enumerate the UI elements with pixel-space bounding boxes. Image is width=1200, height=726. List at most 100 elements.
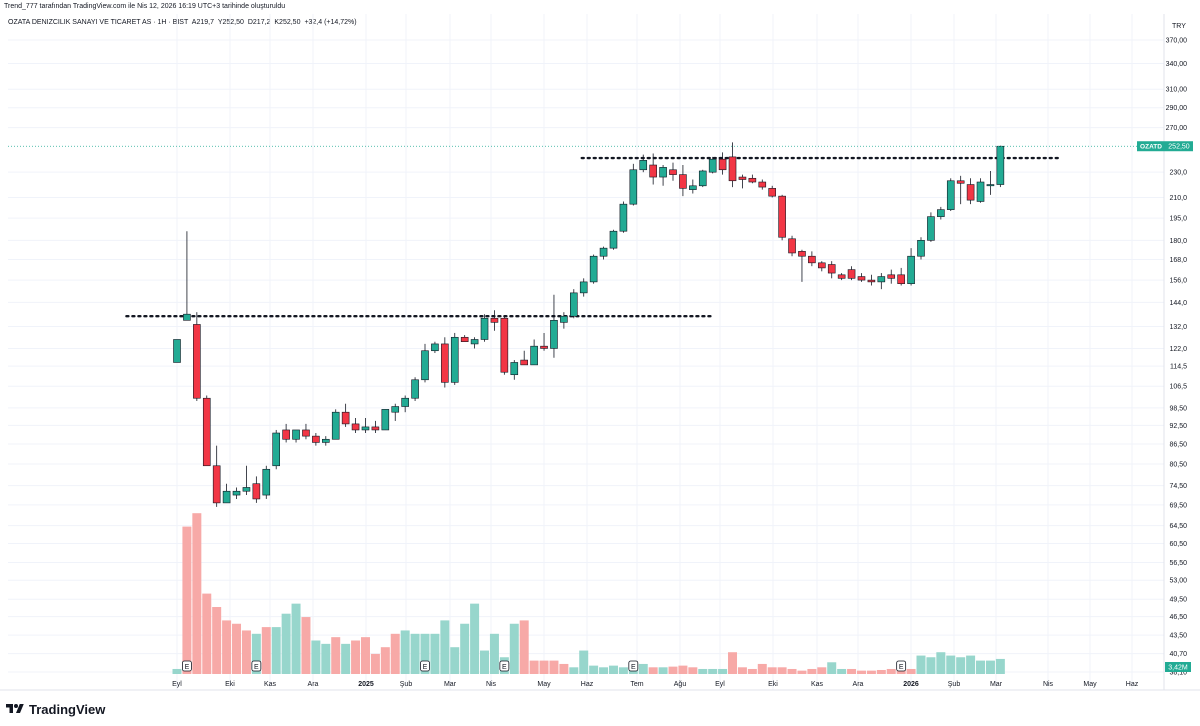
time-tick-label: 2026 bbox=[903, 681, 919, 688]
candle bbox=[361, 417, 370, 434]
earnings-marker: E bbox=[628, 660, 639, 672]
candle-body bbox=[917, 240, 925, 257]
candle-body bbox=[609, 230, 618, 249]
tradingview-logo[interactable]: TradingView bbox=[4, 700, 105, 718]
earnings-marker: E bbox=[499, 660, 510, 672]
price-tick-label: 98,50 bbox=[1169, 405, 1187, 412]
volume-bar bbox=[886, 668, 896, 674]
chart-credit: Trend_777 tarafından TradingView.com ile… bbox=[4, 3, 286, 10]
volume-bar bbox=[747, 668, 757, 674]
price-tick-label: 144,0 bbox=[1169, 300, 1187, 307]
candle bbox=[768, 185, 777, 198]
symbol-badge-bg bbox=[1137, 141, 1165, 152]
volume-bar bbox=[311, 640, 321, 674]
candle-body bbox=[183, 313, 191, 321]
candle bbox=[490, 310, 499, 331]
price-tick-label: 92,50 bbox=[1169, 423, 1187, 430]
volume-bar bbox=[360, 637, 370, 674]
candle-body bbox=[808, 255, 816, 264]
candle bbox=[758, 179, 767, 190]
candle bbox=[480, 314, 489, 342]
candles bbox=[173, 142, 1005, 507]
candle-body bbox=[540, 345, 548, 349]
candle-body bbox=[877, 276, 886, 283]
candle-body bbox=[351, 423, 360, 431]
candle bbox=[748, 174, 757, 184]
candle-body bbox=[550, 319, 558, 349]
candle bbox=[599, 246, 608, 260]
time-tick-label: Kas bbox=[264, 681, 277, 688]
candle-body bbox=[450, 336, 459, 383]
price-tick-label: 64,50 bbox=[1169, 523, 1187, 530]
candle-body bbox=[312, 435, 320, 443]
candle bbox=[560, 312, 568, 329]
volume-bar bbox=[678, 665, 688, 674]
candle bbox=[956, 175, 965, 205]
volume-bar bbox=[658, 667, 668, 674]
volume-bar bbox=[767, 667, 777, 674]
candle-body bbox=[361, 426, 370, 431]
candle-body bbox=[599, 247, 608, 257]
price-tick-label: 156,0 bbox=[1169, 278, 1187, 285]
earnings-marker-box bbox=[499, 660, 510, 672]
candle bbox=[331, 409, 340, 440]
candle-body bbox=[431, 343, 439, 352]
candle-body bbox=[937, 209, 945, 217]
candle-body bbox=[292, 429, 300, 440]
candle-body bbox=[867, 279, 876, 283]
candle bbox=[540, 332, 548, 351]
volume-bar bbox=[450, 647, 460, 674]
earnings-marker-box bbox=[896, 660, 907, 672]
time-tick-label: Ara bbox=[853, 681, 864, 688]
time-tick-label: Eyl bbox=[172, 681, 182, 688]
volume-bar bbox=[420, 633, 430, 674]
candle-body bbox=[470, 339, 479, 345]
candle bbox=[500, 316, 509, 375]
candle-body bbox=[708, 158, 717, 173]
candle-body bbox=[460, 336, 469, 342]
candle-body bbox=[341, 411, 350, 425]
time-axis[interactable]: Eyl Eki Kas Ara 2025 Şub Mar Nis May Haz Tem Ağu Eyl… bbox=[172, 681, 1139, 688]
volume-bar bbox=[202, 593, 212, 674]
earnings-marker-label: E bbox=[502, 664, 507, 671]
candle bbox=[242, 465, 251, 496]
candle bbox=[778, 194, 786, 241]
time-tick-label: May bbox=[1083, 681, 1097, 688]
volume-bar bbox=[787, 668, 797, 674]
time-tick-label: Şub bbox=[400, 681, 413, 688]
candle bbox=[232, 487, 241, 499]
candle-body bbox=[441, 343, 449, 383]
volume-bar bbox=[182, 526, 192, 674]
volume-bar bbox=[708, 668, 718, 674]
price-axis[interactable]: 370,00 340,00 310,00 290,00 270,00 230,0 210,0… bbox=[1166, 38, 1188, 677]
volume-bar bbox=[232, 623, 242, 674]
candle bbox=[371, 420, 380, 434]
price-tick-label: 69,50 bbox=[1169, 502, 1187, 509]
volume-bar bbox=[737, 667, 747, 674]
candle-body bbox=[946, 180, 955, 210]
volume-bar bbox=[995, 658, 1005, 674]
volume-bar bbox=[549, 660, 559, 674]
volume-bar bbox=[797, 670, 807, 674]
volume-bar bbox=[440, 620, 450, 674]
candle-body bbox=[510, 362, 519, 376]
candle-body bbox=[411, 379, 419, 399]
candle bbox=[689, 179, 697, 194]
price-tick-label: 114,5 bbox=[1170, 364, 1187, 371]
volume-bar bbox=[817, 667, 827, 674]
legend-symbol[interactable]: OZATA DENIZCILIK SANAYI VE TICARET AS · … bbox=[8, 19, 189, 26]
time-tick-label: Haz bbox=[581, 681, 594, 688]
volume-bar bbox=[906, 668, 916, 674]
candle-body bbox=[212, 465, 221, 504]
candle-body bbox=[560, 315, 568, 323]
volume-bar bbox=[976, 660, 986, 674]
grid bbox=[8, 14, 1164, 690]
legend-open: A219,7 bbox=[191, 19, 214, 26]
candle-body bbox=[907, 255, 915, 284]
volume-bar bbox=[241, 630, 251, 674]
candle-body bbox=[857, 276, 866, 281]
candle bbox=[887, 269, 896, 284]
candle-body bbox=[827, 264, 836, 274]
candle-body bbox=[589, 255, 598, 283]
